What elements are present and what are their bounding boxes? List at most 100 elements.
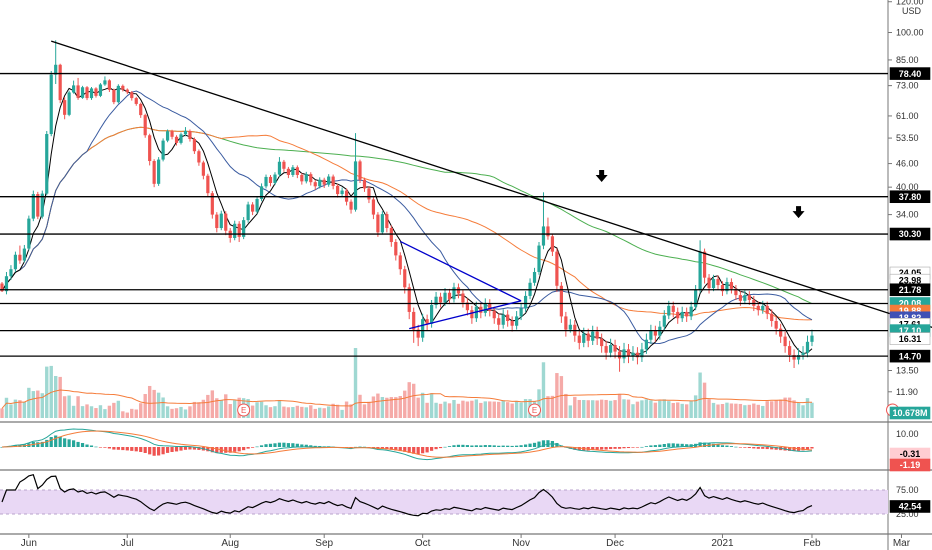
candle-body: [103, 80, 107, 85]
candle-body: [4, 276, 9, 292]
candle-body: [626, 349, 631, 357]
candle-body: [251, 204, 255, 212]
volume-bar: [787, 397, 792, 418]
volume-bar: [586, 400, 590, 418]
candle-body: [447, 292, 452, 300]
candle-body: [219, 213, 223, 229]
candle-body: [747, 295, 751, 300]
macd-histogram-bar: [711, 443, 716, 447]
time-axis[interactable]: JunJulAugSepOctNovDec2021FebMarApr: [21, 534, 932, 549]
candle-body: [255, 198, 259, 212]
candle-body: [259, 186, 264, 199]
macd-histogram-bar: [470, 445, 474, 447]
macd-histogram-bar: [67, 439, 71, 447]
macd-signal-tag: -1.19: [900, 460, 921, 470]
candle-body: [22, 248, 26, 261]
price-tick-label: 85.00: [896, 55, 919, 65]
candle-body: [89, 88, 94, 99]
candle-body: [725, 282, 729, 292]
candle-body: [515, 316, 519, 326]
candle-body: [304, 174, 308, 182]
trendline-triangle-lower: [409, 300, 522, 330]
candle-body: [600, 338, 604, 347]
candle-body: [582, 333, 586, 343]
macd-histogram-bar: [680, 443, 684, 447]
volume-bar: [680, 403, 684, 418]
macd-histogram-bar: [192, 447, 197, 450]
candle-body: [286, 168, 290, 175]
macd-histogram-bar: [134, 447, 138, 452]
candle-body: [31, 194, 35, 219]
volume-bar: [398, 396, 402, 418]
down-arrow-icon: [792, 206, 805, 219]
volume-bar: [376, 393, 380, 418]
volume-bar: [326, 406, 331, 418]
volume-bar: [71, 405, 76, 418]
candle-body: [492, 311, 496, 319]
macd-histogram-bar: [461, 444, 465, 447]
candle-body: [667, 305, 671, 316]
rsi-pane: [0, 473, 888, 517]
candle-body: [720, 285, 725, 292]
candle-body: [738, 295, 742, 301]
volume-bar: [300, 406, 304, 418]
volume-bar: [796, 402, 801, 418]
volume-bar: [743, 405, 747, 418]
candle-body: [313, 182, 317, 187]
volume-bar: [505, 402, 510, 418]
volume-bar: [770, 401, 774, 418]
volume-bar: [573, 396, 577, 418]
volume-bar: [568, 405, 573, 418]
candle-body: [537, 245, 541, 272]
candle-body: [268, 176, 273, 183]
volume-bar: [716, 404, 720, 418]
volume-bar: [22, 401, 27, 418]
candle-body: [591, 331, 595, 341]
volume-bar: [591, 400, 595, 418]
candle-body: [483, 303, 487, 313]
candle-body: [702, 251, 707, 278]
volume-bar: [483, 401, 487, 418]
macd-histogram-bar: [532, 442, 537, 447]
price-axis[interactable]: 120.00 100.00 85.00 73.00 61.00 53.50 46.00 40.…: [888, 0, 924, 519]
volume-bar: [559, 376, 564, 418]
macd-histogram-bar: [72, 440, 76, 447]
volume-bar: [582, 400, 586, 418]
candle-body: [617, 351, 622, 359]
arrows: [595, 169, 805, 219]
ma-20-line: [1, 90, 813, 345]
volume-bar: [519, 402, 523, 418]
candle-body: [201, 162, 205, 176]
volume-tag: 10.678M: [892, 408, 927, 418]
macd-histogram-bar: [447, 446, 452, 447]
rsi-tick-label: 25.00: [896, 509, 919, 519]
macd-histogram-bar: [671, 443, 675, 447]
macd-histogram-bar: [40, 441, 44, 447]
macd-histogram-bar: [649, 445, 653, 447]
volume-bar: [13, 399, 18, 418]
candle-body: [438, 296, 443, 303]
volume-bar: [613, 400, 617, 418]
volume-bar: [456, 403, 461, 418]
macd-histogram-bar: [434, 447, 438, 450]
candle-body: [506, 314, 510, 322]
candle-body: [407, 287, 411, 312]
candle-body: [676, 311, 680, 319]
volume-bar: [564, 393, 568, 418]
volume-bar: [277, 400, 282, 418]
macd-histogram-bar: [743, 447, 747, 448]
volume-bar: [224, 394, 228, 418]
candle-body: [277, 161, 282, 175]
macd-histogram-bar: [729, 446, 734, 447]
volume-bar: [322, 408, 326, 418]
candle-body: [49, 74, 53, 135]
volume-bar: [653, 402, 658, 418]
macd-histogram-bar: [188, 447, 192, 450]
volume-bar: [201, 399, 206, 418]
macd-histogram-bar: [805, 447, 810, 450]
support-resistance-levels: [0, 72, 888, 357]
volume-bar: [31, 391, 36, 418]
macd-histogram-bar: [398, 447, 402, 452]
